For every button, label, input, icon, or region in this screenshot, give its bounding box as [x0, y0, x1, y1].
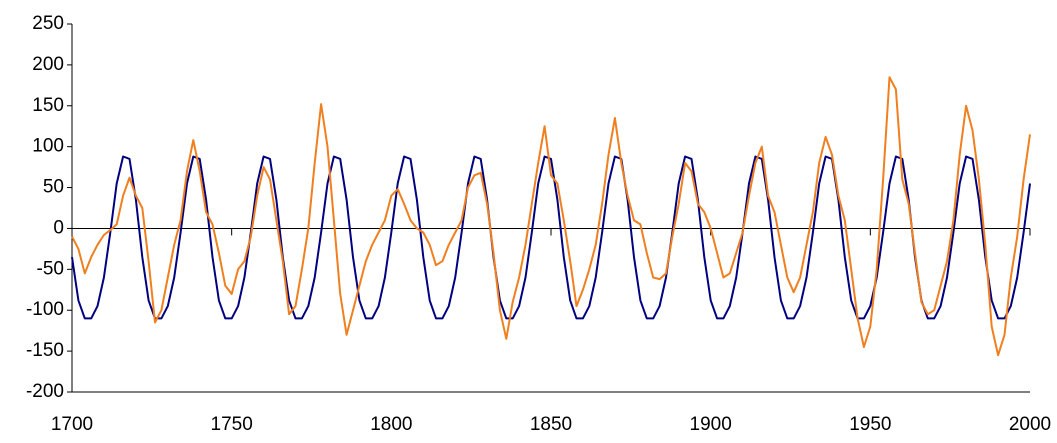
x-tick-label: 1950: [849, 414, 891, 435]
x-tick-label: 1750: [211, 414, 253, 435]
x-tick-label: 1700: [51, 414, 93, 435]
y-tick-label: -50: [37, 258, 64, 279]
y-tick-label: 250: [32, 13, 64, 34]
y-tick-label: -150: [26, 340, 64, 361]
series-line: [71, 155, 1031, 320]
y-tick-label: -100: [26, 299, 64, 320]
y-tick-label: -200: [26, 381, 64, 402]
series-line: [71, 76, 1031, 357]
x-tick-label: 1900: [690, 414, 732, 435]
x-tick-label: 1800: [370, 414, 412, 435]
x-tick-label: 2000: [1009, 414, 1051, 435]
x-tick-label: 1850: [530, 414, 572, 435]
y-tick-label: 50: [43, 177, 64, 198]
y-tick-label: 200: [32, 54, 64, 75]
y-tick-label: 100: [32, 136, 64, 157]
y-tick-label: 0: [53, 217, 64, 238]
y-tick-label: 150: [32, 95, 64, 116]
